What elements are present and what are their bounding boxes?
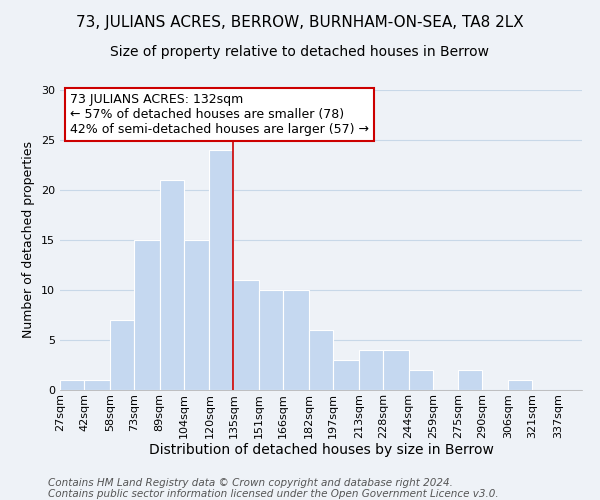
Bar	[160, 180, 184, 390]
Bar	[383, 350, 409, 390]
Bar	[283, 290, 309, 390]
Bar	[333, 360, 359, 390]
Text: Size of property relative to detached houses in Berrow: Size of property relative to detached ho…	[110, 45, 490, 59]
Bar	[134, 240, 160, 390]
Text: Contains HM Land Registry data © Crown copyright and database right 2024.
Contai: Contains HM Land Registry data © Crown c…	[48, 478, 499, 499]
Bar	[60, 380, 84, 390]
Bar	[409, 370, 433, 390]
Bar	[84, 380, 110, 390]
Y-axis label: Number of detached properties: Number of detached properties	[22, 142, 35, 338]
Bar	[458, 370, 482, 390]
Bar	[359, 350, 383, 390]
X-axis label: Distribution of detached houses by size in Berrow: Distribution of detached houses by size …	[149, 444, 493, 458]
Bar	[110, 320, 134, 390]
Text: 73, JULIANS ACRES, BERROW, BURNHAM-ON-SEA, TA8 2LX: 73, JULIANS ACRES, BERROW, BURNHAM-ON-SE…	[76, 15, 524, 30]
Bar	[309, 330, 333, 390]
Bar	[259, 290, 283, 390]
Bar	[508, 380, 532, 390]
Text: 73 JULIANS ACRES: 132sqm
← 57% of detached houses are smaller (78)
42% of semi-d: 73 JULIANS ACRES: 132sqm ← 57% of detach…	[70, 93, 370, 136]
Bar	[184, 240, 209, 390]
Bar	[233, 280, 259, 390]
Bar	[209, 150, 233, 390]
